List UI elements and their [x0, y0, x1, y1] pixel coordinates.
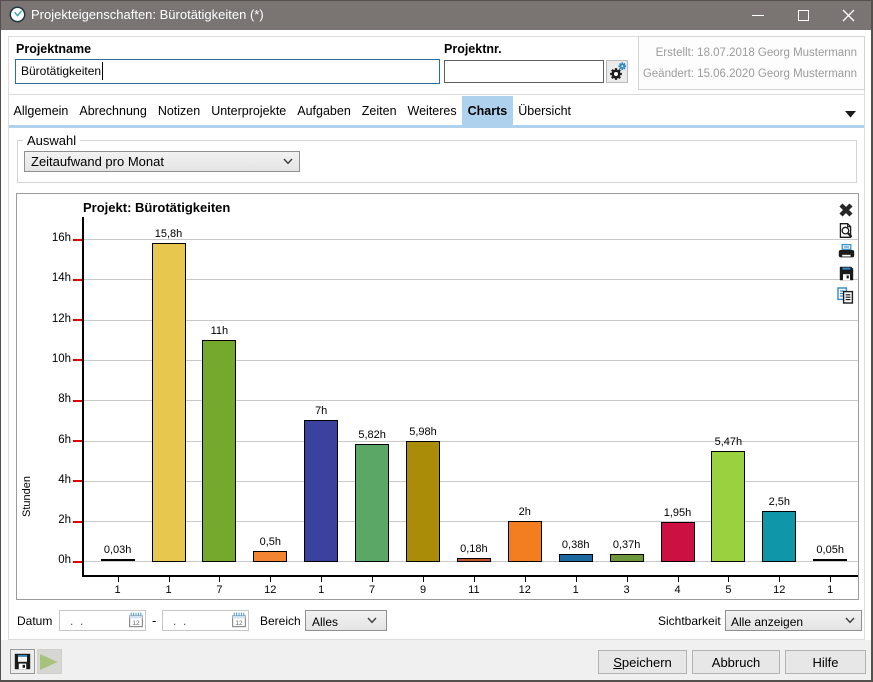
svg-text:12: 12: [132, 620, 140, 627]
svg-text:12: 12: [235, 620, 243, 627]
